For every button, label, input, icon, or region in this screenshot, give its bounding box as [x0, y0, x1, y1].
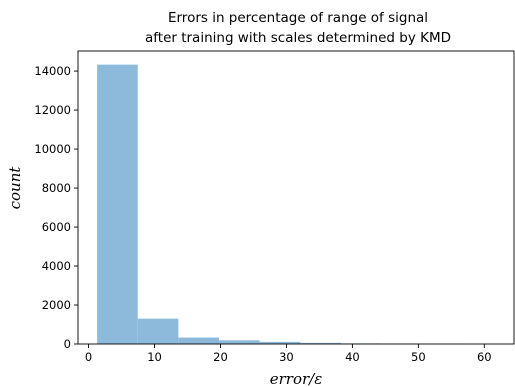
x-tick-label: 20	[213, 350, 228, 364]
chart-title-line-1: Errors in percentage of range of signal	[168, 10, 428, 26]
histogram-bar	[259, 341, 301, 344]
y-tick-label: 10000	[34, 142, 71, 156]
x-tick-label: 50	[411, 350, 426, 364]
y-tick-label: 8000	[42, 181, 71, 195]
histogram-bar	[97, 64, 138, 345]
y-tick-label: 12000	[34, 103, 71, 117]
y-axis-label: count	[6, 166, 24, 210]
x-tick-label: 60	[477, 350, 492, 364]
histogram-bar	[178, 337, 220, 344]
x-axis-label: error/ε	[270, 370, 323, 387]
histogram-bar	[137, 318, 179, 344]
x-tick-label: 0	[85, 350, 92, 364]
histogram-bars	[97, 64, 504, 345]
histogram-bar	[219, 340, 260, 344]
histogram-bar	[300, 342, 341, 344]
plot-frame	[77, 50, 515, 345]
y-tick-label: 6000	[42, 220, 71, 234]
x-tick-label: 10	[147, 350, 162, 364]
y-tick-label: 0	[64, 337, 71, 351]
x-tick-label: 30	[279, 350, 294, 364]
y-tick-label: 4000	[42, 259, 71, 273]
x-tick-label: 40	[345, 350, 360, 364]
y-tick-label: 14000	[34, 64, 71, 78]
y-tick-label: 2000	[42, 298, 71, 312]
chart-title-line-2: after training with scales determined by…	[145, 30, 451, 46]
axis-ticks: 0 10 20 30 40 50 60 0 2000 4000 6000 8000 10000 12000…	[34, 64, 491, 364]
